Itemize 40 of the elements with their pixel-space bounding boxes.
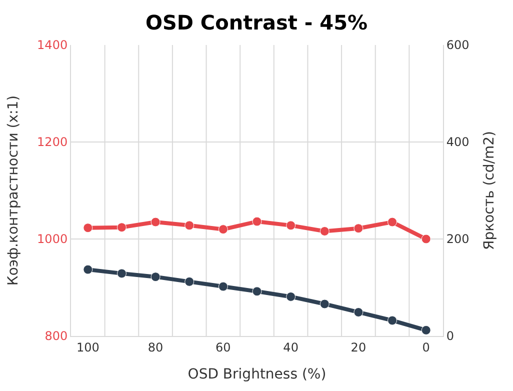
y-tick-label: 1400 <box>37 38 68 52</box>
point <box>252 216 262 226</box>
x-tick-label: 100 <box>76 340 100 354</box>
point <box>421 234 431 244</box>
point <box>116 268 126 278</box>
point <box>184 276 194 286</box>
point <box>320 299 330 309</box>
x-tick-label: 20 <box>350 340 366 354</box>
x-axis-title: OSD Brightness (%) <box>188 366 326 383</box>
y2-axis-title: Яркость (cd/m2) <box>482 131 498 250</box>
point <box>218 282 228 292</box>
y2-tick-label: 0 <box>446 329 454 344</box>
point <box>150 217 160 227</box>
point <box>83 223 93 233</box>
point <box>354 224 364 234</box>
x-tick-label: 0 <box>422 340 430 354</box>
point <box>116 222 126 232</box>
point <box>252 286 262 296</box>
point <box>421 325 431 335</box>
chart-title: OSD Contrast - 45% <box>145 10 368 35</box>
point <box>286 292 296 302</box>
y2-tick-label: 200 <box>446 232 470 246</box>
x-tick-label: 40 <box>283 340 298 354</box>
y2-tick-label: 600 <box>446 38 470 52</box>
point <box>218 224 228 234</box>
point <box>150 272 160 282</box>
point <box>83 264 93 274</box>
y2-tick-label: 400 <box>446 135 470 150</box>
point <box>286 220 296 230</box>
point <box>388 217 398 227</box>
y-tick-label: 1000 <box>37 232 68 246</box>
y-axis-title: Коэф.контрастности (x:1) <box>6 95 22 286</box>
y-tick-label: 1200 <box>37 135 68 150</box>
y-tick-label: 800 <box>44 329 68 344</box>
point <box>354 307 364 317</box>
x-tick-label: 80 <box>148 340 164 354</box>
x-tick-label: 60 <box>216 340 231 354</box>
point <box>184 220 194 230</box>
point <box>320 226 330 236</box>
point <box>388 316 398 326</box>
